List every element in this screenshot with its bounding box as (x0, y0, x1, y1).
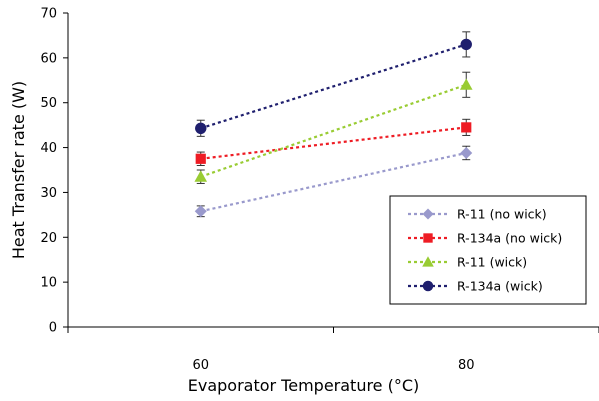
data-point (195, 153, 206, 164)
y-axis-title: Heat Transfer rate (W) (9, 81, 28, 259)
legend-label: R-11 (no wick) (457, 207, 547, 222)
x-tick-label: 80 (458, 358, 475, 373)
legend-marker (422, 208, 434, 220)
series-1 (195, 118, 472, 167)
series-line (200, 126, 467, 160)
series-2 (194, 71, 473, 184)
y-tick-label: 70 (40, 7, 57, 22)
legend-marker (423, 233, 433, 243)
legend-label: R-134a (no wick) (457, 231, 562, 246)
data-point (195, 122, 207, 134)
x-tick-label: 60 (192, 358, 209, 373)
data-point (460, 38, 472, 51)
series-layer (194, 31, 473, 218)
y-tick-label: 20 (40, 231, 57, 246)
series-line (200, 43, 467, 130)
data-point (460, 146, 473, 159)
legend-marker (422, 280, 434, 292)
series-line (200, 83, 467, 178)
data-point (459, 78, 473, 90)
data-point (194, 205, 207, 218)
y-tick-label: 50 (40, 96, 57, 111)
legend-label: R-134a (wick) (457, 279, 543, 294)
x-axis-title: Evaporator Temperature (°C) (188, 376, 420, 395)
y-tick-label: 0 (49, 321, 57, 336)
legend: R-11 (no wick) R-134a (no wick) R-11 (wick… (389, 195, 587, 305)
axes: 0 10 20 30 40 50 60 70 60 80 (40, 7, 599, 373)
series-3 (195, 31, 472, 137)
legend-label: R-11 (wick) (457, 255, 527, 270)
data-point (461, 122, 472, 133)
data-point (194, 170, 208, 182)
y-tick-label: 40 (40, 141, 57, 156)
series-0 (194, 145, 473, 218)
y-tick-label: 30 (40, 186, 57, 201)
legend-marker (422, 256, 434, 267)
y-tick-label: 10 (40, 276, 57, 291)
y-tick-label: 60 (40, 51, 57, 66)
